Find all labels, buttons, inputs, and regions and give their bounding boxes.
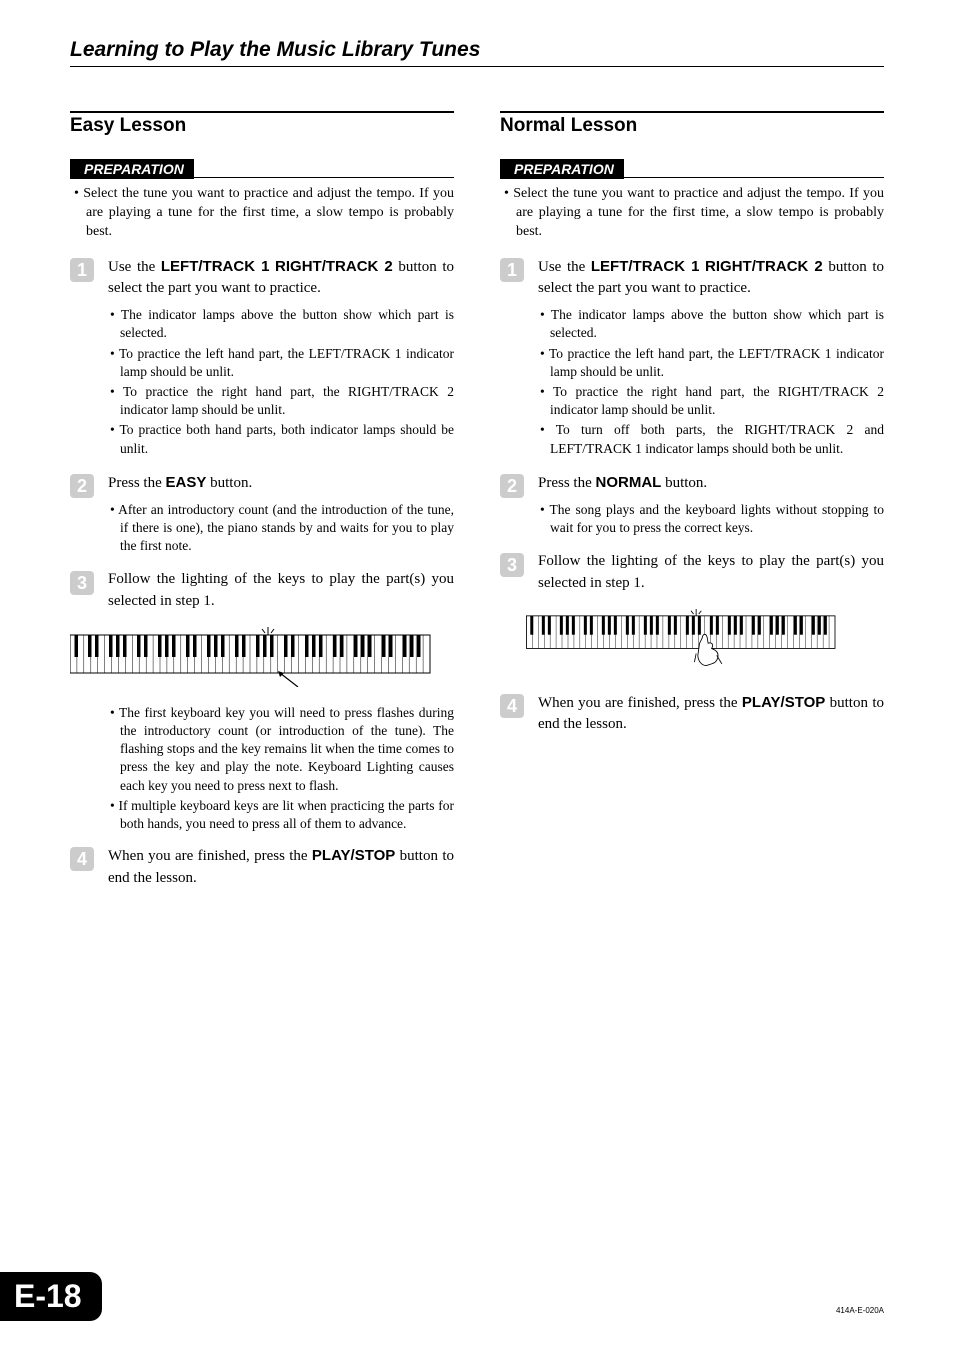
- step-body: Press the NORMAL button. The song plays …: [538, 472, 884, 539]
- preparation-rule: [624, 159, 884, 178]
- step-body: Use the LEFT/TRACK 1 RIGHT/TRACK 2 butto…: [538, 256, 884, 460]
- bullet-list: The song plays and the keyboard lights w…: [538, 501, 884, 537]
- right-column: Normal Lesson PREPARATION • Select the t…: [500, 111, 884, 890]
- bullet-item: To practice the right hand part, the RIG…: [108, 383, 454, 419]
- bold-label: LEFT/TRACK 1: [591, 258, 700, 275]
- step-number-icon: 3: [70, 571, 94, 595]
- step-body: Follow the lighting of the keys to play …: [538, 551, 884, 595]
- step-body: Follow the lighting of the keys to play …: [108, 569, 454, 613]
- keyboard-wrapper: [500, 595, 884, 680]
- step-3-after-bullets: The first keyboard key you will need to …: [108, 704, 454, 834]
- preparation-label: PREPARATION: [500, 159, 624, 179]
- step-4: 4 When you are finished, press the PLAY/…: [70, 845, 454, 890]
- normal-lesson-title: Normal Lesson: [500, 111, 884, 137]
- bullet-item: The indicator lamps above the button sho…: [538, 306, 884, 342]
- bold-label: PLAY/STOP: [312, 847, 395, 864]
- step-body: Use the LEFT/TRACK 1 RIGHT/TRACK 2 butto…: [108, 256, 454, 460]
- step-text: button.: [661, 475, 707, 491]
- bold-label: RIGHT/TRACK 2: [705, 258, 823, 275]
- preparation-text: • Select the tune you want to practice a…: [502, 185, 884, 242]
- bullet-item: To practice the left hand part, the LEFT…: [108, 345, 454, 381]
- page-number: E-18: [0, 1272, 102, 1321]
- step-number-icon: 1: [500, 258, 524, 282]
- easy-lesson-title: Easy Lesson: [70, 111, 454, 137]
- bullet-list: The first keyboard key you will need to …: [108, 704, 454, 834]
- bold-label: PLAY/STOP: [742, 694, 825, 711]
- step-text: Follow the lighting of the keys to play …: [108, 571, 454, 609]
- step-text: Use the: [108, 259, 161, 275]
- preparation-bar: PREPARATION: [70, 159, 454, 179]
- page-header: Learning to Play the Music Library Tunes: [70, 38, 884, 67]
- preparation-label: PREPARATION: [70, 159, 194, 179]
- step-text: When you are finished, press the: [108, 848, 312, 864]
- step-number-icon: 3: [500, 553, 524, 577]
- bullet-item: To practice both hand parts, both indica…: [108, 421, 454, 457]
- step-number-icon: 2: [70, 474, 94, 498]
- preparation-bar: PREPARATION: [500, 159, 884, 179]
- left-column: Easy Lesson PREPARATION • Select the tun…: [70, 111, 454, 890]
- step-text: Press the: [108, 475, 166, 491]
- step-text: button.: [206, 475, 252, 491]
- step-text: Follow the lighting of the keys to play …: [538, 553, 884, 591]
- step-4: 4 When you are finished, press the PLAY/…: [500, 692, 884, 737]
- step-2: 2 Press the NORMAL button. The song play…: [500, 472, 884, 539]
- bold-label: NORMAL: [596, 474, 662, 491]
- step-text: Press the: [538, 475, 596, 491]
- step-number-icon: 4: [500, 694, 524, 718]
- bullet-item: The song plays and the keyboard lights w…: [538, 501, 884, 537]
- bold-label: RIGHT/TRACK 2: [275, 258, 393, 275]
- step-3: 3 Follow the lighting of the keys to pla…: [70, 569, 454, 613]
- step-1: 1 Use the LEFT/TRACK 1 RIGHT/TRACK 2 but…: [70, 256, 454, 460]
- bullet-list: The indicator lamps above the button sho…: [538, 306, 884, 458]
- step-text: When you are finished, press the: [538, 695, 742, 711]
- bullet-item: The indicator lamps above the button sho…: [108, 306, 454, 342]
- bullet-list: The indicator lamps above the button sho…: [108, 306, 454, 458]
- step-1: 1 Use the LEFT/TRACK 1 RIGHT/TRACK 2 but…: [500, 256, 884, 460]
- two-column-layout: Easy Lesson PREPARATION • Select the tun…: [70, 111, 884, 890]
- bullet-item: To practice the right hand part, the RIG…: [538, 383, 884, 419]
- doc-number: 414A-E-020A: [836, 1306, 954, 1321]
- bold-label: LEFT/TRACK 1: [161, 258, 270, 275]
- step-2: 2 Press the EASY button. After an introd…: [70, 472, 454, 557]
- step-3: 3 Follow the lighting of the keys to pla…: [500, 551, 884, 595]
- keyboard-icon: [500, 609, 870, 669]
- page-footer: E-18 414A-E-020A: [0, 1272, 954, 1321]
- preparation-text: • Select the tune you want to practice a…: [72, 185, 454, 242]
- page-content: Learning to Play the Music Library Tunes…: [0, 0, 954, 890]
- step-text: Use the: [538, 259, 591, 275]
- preparation-rule: [194, 159, 454, 178]
- bold-label: EASY: [166, 474, 207, 491]
- bullet-item: If multiple keyboard keys are lit when p…: [108, 797, 454, 833]
- bullet-item: To practice the left hand part, the LEFT…: [538, 345, 884, 381]
- bullet-item: The first keyboard key you will need to …: [108, 704, 454, 795]
- step-number-icon: 4: [70, 847, 94, 871]
- step-body: When you are finished, press the PLAY/ST…: [538, 692, 884, 737]
- step-number-icon: 1: [70, 258, 94, 282]
- step-body: When you are finished, press the PLAY/ST…: [108, 845, 454, 890]
- bullet-item: To turn off both parts, the RIGHT/TRACK …: [538, 421, 884, 457]
- step-body: Press the EASY button. After an introduc…: [108, 472, 454, 557]
- keyboard-wrapper: [70, 613, 454, 698]
- bullet-item: After an introductory count (and the int…: [108, 501, 454, 556]
- step-number-icon: 2: [500, 474, 524, 498]
- bullet-list: After an introductory count (and the int…: [108, 501, 454, 556]
- keyboard-icon: [70, 627, 440, 687]
